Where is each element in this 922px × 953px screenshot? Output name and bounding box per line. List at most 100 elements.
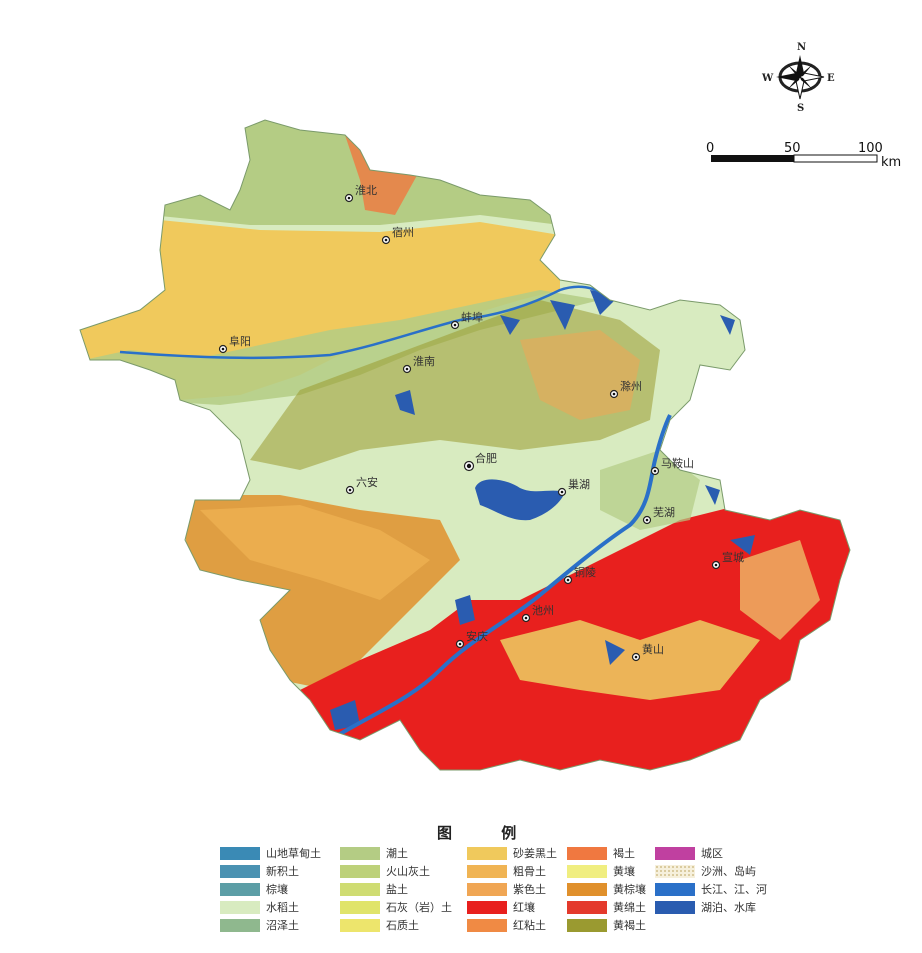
- city-5: 滁州: [609, 379, 642, 399]
- legend-label: 湖泊、水库: [701, 901, 756, 914]
- legend-swatch: [340, 900, 380, 914]
- legend-label: 山地草甸土: [266, 847, 321, 860]
- city-label: 巢湖: [568, 478, 590, 491]
- city-dot: [634, 655, 638, 659]
- legend-swatch: [567, 864, 607, 878]
- legend-item: 沼泽土: [220, 918, 299, 932]
- legend-item: 黄壤: [567, 864, 635, 878]
- city-dot: [347, 196, 351, 200]
- legend-label: 红壤: [513, 901, 535, 914]
- huai-river: [119, 285, 606, 360]
- legend-swatch: [340, 864, 380, 878]
- legend-item: 山地草甸土: [220, 846, 321, 860]
- legend-item: 砂姜黑土: [467, 846, 557, 860]
- purple-soil-patch: [520, 330, 640, 420]
- scale-unit: km: [881, 155, 901, 170]
- city-dot: [466, 463, 472, 469]
- city-label: 马鞍山: [661, 456, 694, 470]
- legend-label: 棕壤: [266, 883, 288, 896]
- legend-item: 新积土: [220, 864, 299, 878]
- legend-label: 褐土: [613, 847, 635, 860]
- legend-swatch: [220, 864, 260, 878]
- legend-label: 紫色土: [513, 883, 546, 896]
- city-label: 淮北: [355, 184, 377, 197]
- legend-label: 沙洲、岛屿: [701, 865, 756, 878]
- city-7: 六安: [345, 475, 378, 495]
- scale-label-50: 50: [784, 141, 801, 156]
- city-1: 宿州: [381, 225, 414, 245]
- legend-swatch: [220, 846, 260, 860]
- scale-label-0: 0: [706, 141, 714, 156]
- legend-item: 棕壤: [220, 882, 288, 896]
- city-dot: [714, 563, 718, 567]
- legend-item: 火山灰土: [340, 864, 430, 878]
- city-label: 安庆: [466, 629, 488, 643]
- city-10: 芜湖: [642, 505, 675, 525]
- legend-label: 黄棕壤: [613, 883, 646, 896]
- legend-swatch: [467, 846, 507, 860]
- legend-label: 红粘土: [513, 919, 546, 932]
- compass-north: N: [797, 42, 806, 53]
- city-2: 蚌埠: [450, 310, 483, 330]
- legend-item: 石灰（岩）土: [340, 900, 452, 914]
- chaohu-lake: [475, 479, 565, 521]
- legend-item: 湖泊、水库: [655, 900, 756, 914]
- skeletal-soil-region: [200, 505, 430, 600]
- city-12: 池州: [521, 604, 554, 623]
- city-dot: [453, 323, 457, 327]
- legend-swatch: [567, 846, 607, 860]
- city-dot: [221, 347, 225, 351]
- legend-label: 长江、江、河: [701, 883, 767, 896]
- compass-south: S: [797, 103, 804, 114]
- legend-label: 水稻土: [266, 901, 299, 914]
- city-dot: [348, 488, 352, 492]
- legend-item: 城区: [655, 846, 723, 860]
- compass-west: W: [761, 73, 774, 84]
- legend-swatch: [567, 918, 607, 932]
- compass-rose: N S E W: [761, 42, 835, 114]
- city-label: 池州: [532, 604, 554, 617]
- city-13: 安庆: [455, 629, 488, 649]
- city-4: 淮南: [402, 355, 435, 374]
- city-dot: [458, 642, 462, 646]
- legend-label: 石质土: [386, 919, 419, 932]
- city-dot: [524, 616, 528, 620]
- city-label: 铜陵: [574, 565, 596, 579]
- city-label: 淮南: [413, 355, 435, 368]
- legend-item: 黄褐土: [567, 918, 646, 932]
- city-label: 六安: [356, 475, 378, 489]
- legend-item: 潮土: [340, 846, 408, 860]
- legend-label: 潮土: [386, 847, 408, 860]
- legend-item: 沙洲、岛屿: [655, 864, 756, 878]
- city-label: 宿州: [392, 225, 414, 239]
- city-0: 淮北: [344, 184, 377, 203]
- city-8: 巢湖: [557, 478, 590, 497]
- legend-label: 盐土: [386, 883, 408, 896]
- scale-label-100: 100: [858, 141, 883, 156]
- legend-label: 石灰（岩）土: [386, 901, 452, 914]
- legend-label: 黄绵土: [613, 901, 646, 914]
- legend-item: 盐土: [340, 882, 408, 896]
- city-label: 黄山: [642, 642, 664, 656]
- legend-item: 水稻土: [220, 900, 299, 914]
- legend-label: 沼泽土: [266, 919, 299, 932]
- legend-item: 紫色土: [467, 882, 546, 896]
- legend-swatch: [467, 864, 507, 878]
- legend-label: 砂姜黑土: [513, 847, 557, 860]
- scale-bar: 0 50 100 km: [706, 141, 901, 170]
- legend-swatch: [220, 882, 260, 896]
- legend-swatch: [655, 900, 695, 914]
- city-dot: [612, 392, 616, 396]
- city-dot: [560, 490, 564, 494]
- city-dot: [566, 578, 570, 582]
- legend-item: 粗骨土: [467, 864, 546, 878]
- legend-label: 黄壤: [613, 865, 635, 878]
- legend-swatch: [340, 846, 380, 860]
- city-label: 宣城: [722, 550, 744, 564]
- city-dot: [405, 367, 409, 371]
- legend-item: 黄绵土: [567, 900, 646, 914]
- city-dot: [384, 238, 388, 242]
- legend-swatch: [220, 900, 260, 914]
- city-dot: [653, 469, 657, 473]
